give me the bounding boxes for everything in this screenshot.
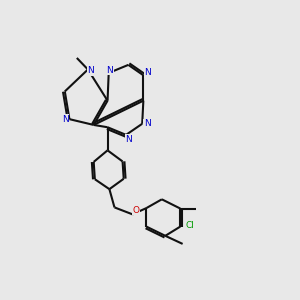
Text: N: N <box>62 115 69 124</box>
Text: Cl: Cl <box>186 221 194 230</box>
Text: N: N <box>145 68 152 77</box>
Text: N: N <box>125 134 132 143</box>
Text: N: N <box>144 119 151 128</box>
Text: N: N <box>88 66 94 75</box>
Text: O: O <box>133 206 140 215</box>
Text: N: N <box>106 66 113 75</box>
